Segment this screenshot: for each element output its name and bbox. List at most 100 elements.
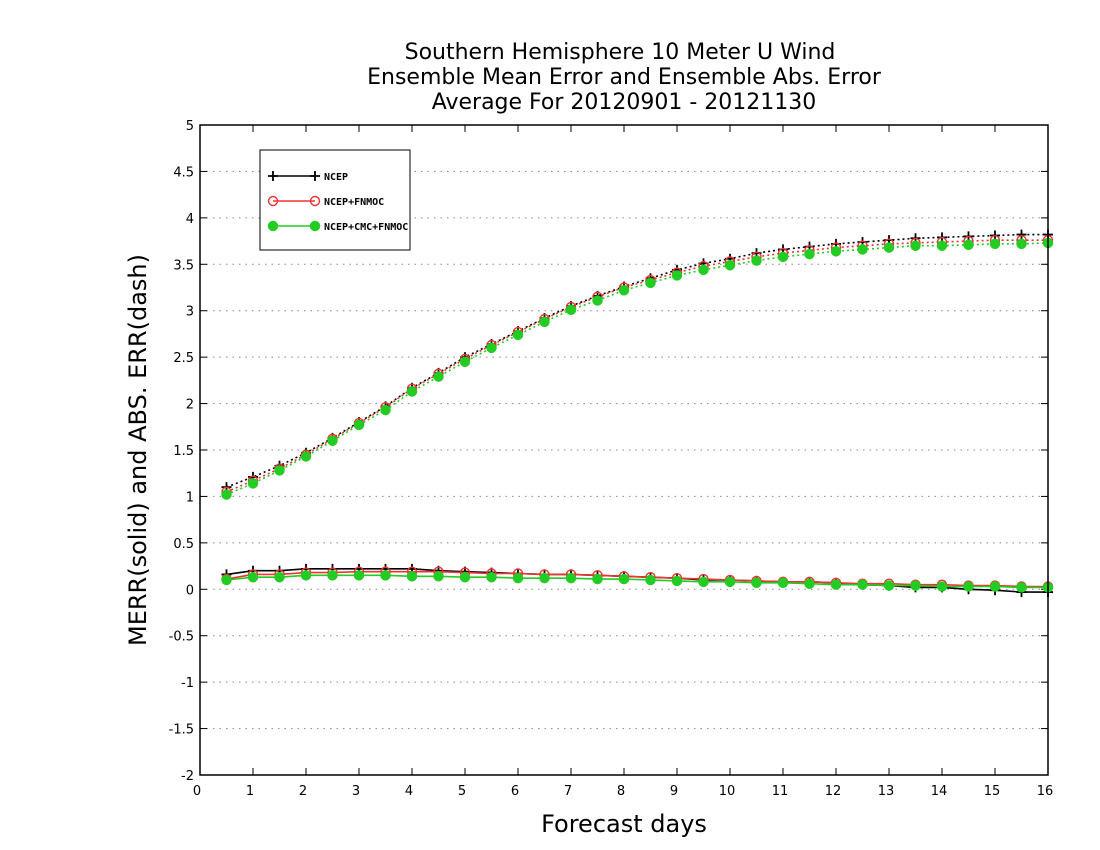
x-tick-label: 11 <box>772 784 789 799</box>
chart-title-line-1: Southern Hemisphere 10 Meter U Wind <box>405 40 836 65</box>
data-point-filled-circle <box>539 316 550 328</box>
data-point-filled-circle <box>989 238 1001 250</box>
data-point-filled-circle <box>751 577 762 589</box>
data-point-filled-circle <box>618 573 630 585</box>
data-point-filled-circle <box>353 570 365 581</box>
data-point-filled-circle <box>645 277 656 289</box>
chart-title-line-3: Average For 20120901 - 20121130 <box>432 90 817 115</box>
data-point-filled-circle <box>963 239 974 251</box>
x-tick-label: 3 <box>352 784 360 799</box>
data-point-filled-circle <box>883 242 895 253</box>
x-tick-label: 13 <box>878 784 895 799</box>
data-point-filled-circle <box>751 255 762 266</box>
y-tick-label: 3.5 <box>173 258 194 273</box>
x-tick-label: 7 <box>564 784 572 799</box>
data-point-filled-circle <box>327 570 338 581</box>
x-tick-label: 1 <box>246 784 254 799</box>
data-point-filled-circle <box>433 571 444 582</box>
data-point-filled-circle <box>380 404 391 416</box>
x-axis-label: Forecast days <box>541 810 707 838</box>
data-point-open-circle <box>267 195 279 207</box>
y-tick-label: 5 <box>186 119 194 134</box>
data-point-plus <box>310 171 320 181</box>
data-point-filled-circle <box>592 573 603 585</box>
data-point-filled-circle <box>698 264 709 276</box>
y-tick-label: 3 <box>186 305 194 320</box>
axis-ticks: -2-1.5-1-0.500.511.522.533.544.550 1 2 3 4 5 6… <box>169 119 1054 799</box>
y-tick-label: 4 <box>186 212 194 227</box>
data-point-filled-circle <box>300 451 312 462</box>
data-point-filled-circle <box>777 577 789 589</box>
data-point-filled-circle <box>857 244 868 255</box>
legend: NCEP NCEP+FNMOC NCEP+CMC+FNMOC <box>259 149 411 251</box>
plot-frame <box>199 124 1049 776</box>
data-point-filled-circle <box>910 580 921 591</box>
data-point-filled-circle <box>804 248 815 260</box>
data-point-filled-circle <box>936 240 948 251</box>
data-point-filled-circle <box>267 220 279 232</box>
data-point-filled-circle <box>486 342 497 354</box>
chart-title: Southern Hemisphere 10 Meter U Wind Ense… <box>367 40 882 115</box>
series-ncep <box>221 229 1053 598</box>
data-point-filled-circle <box>883 580 895 591</box>
x-tick-label: 0 <box>193 784 201 799</box>
y-tick-label: -1.5 <box>169 723 194 738</box>
x-tick-label: 16 <box>1037 784 1054 799</box>
legend-label: NCEP+CMC+FNMOC <box>324 222 408 233</box>
data-point-filled-circle <box>804 578 815 589</box>
data-point-filled-circle <box>830 246 842 257</box>
x-tick-label: 14 <box>931 784 948 799</box>
x-tick-label: 9 <box>670 784 678 799</box>
series-ncep-cmc-fnmoc <box>221 237 1054 593</box>
x-tick-label: 2 <box>299 784 307 799</box>
y-tick-label: -0.5 <box>169 630 194 645</box>
data-point-filled-circle <box>512 329 524 341</box>
data-point-filled-circle <box>645 574 656 586</box>
data-point-filled-circle <box>724 576 736 588</box>
data-point-filled-circle <box>353 419 365 431</box>
data-point-filled-circle <box>618 285 630 296</box>
grid <box>200 170 1048 730</box>
data-point-filled-circle <box>221 574 232 586</box>
data-point-filled-circle <box>857 579 868 590</box>
y-tick-label: 0.5 <box>173 537 194 552</box>
y-tick-label: 4.5 <box>173 165 194 180</box>
y-tick-label: -2 <box>181 769 194 784</box>
data-point-filled-circle <box>539 572 550 584</box>
x-tick-label: 10 <box>719 784 736 799</box>
data-point-filled-circle <box>327 435 338 446</box>
data-point-filled-circle <box>671 270 683 281</box>
legend-box <box>259 149 411 251</box>
y-tick-label: 1 <box>186 490 194 505</box>
legend-item: NCEP+CMC+FNMOC <box>267 220 408 233</box>
abs-err-line <box>226 239 1048 493</box>
data-point-filled-circle <box>406 386 418 397</box>
data-point-filled-circle <box>274 571 285 583</box>
x-tick-label: 15 <box>984 784 1001 799</box>
data-point-filled-circle <box>300 570 312 581</box>
x-tick-label: 6 <box>511 784 519 799</box>
data-point-filled-circle <box>309 220 321 232</box>
data-point-open-circle <box>309 195 321 207</box>
data-point-filled-circle <box>247 571 259 583</box>
legend-item: NCEP+FNMOC <box>267 195 384 208</box>
data-point-filled-circle <box>512 572 524 584</box>
series-ncep-fnmoc <box>221 234 1054 592</box>
data-point-filled-circle <box>565 304 577 316</box>
y-tick-label: 1.5 <box>173 444 194 459</box>
data-point-filled-circle <box>592 295 603 306</box>
data-point-filled-circle <box>830 579 842 590</box>
legend-item: NCEP <box>268 171 348 183</box>
x-tick-label: 8 <box>617 784 625 799</box>
y-tick-label: -1 <box>181 676 194 691</box>
legend-label: NCEP+FNMOC <box>324 197 384 208</box>
data-point-filled-circle <box>777 251 789 263</box>
data-point-filled-circle <box>963 581 974 592</box>
x-tick-label: 4 <box>405 784 413 799</box>
y-axis-label: MERR(solid) and ABS. ERR(dash) <box>124 254 152 646</box>
plot-series <box>221 229 1054 598</box>
data-point-filled-circle <box>486 571 497 583</box>
data-point-filled-circle <box>936 581 948 592</box>
data-point-filled-circle <box>724 259 736 271</box>
